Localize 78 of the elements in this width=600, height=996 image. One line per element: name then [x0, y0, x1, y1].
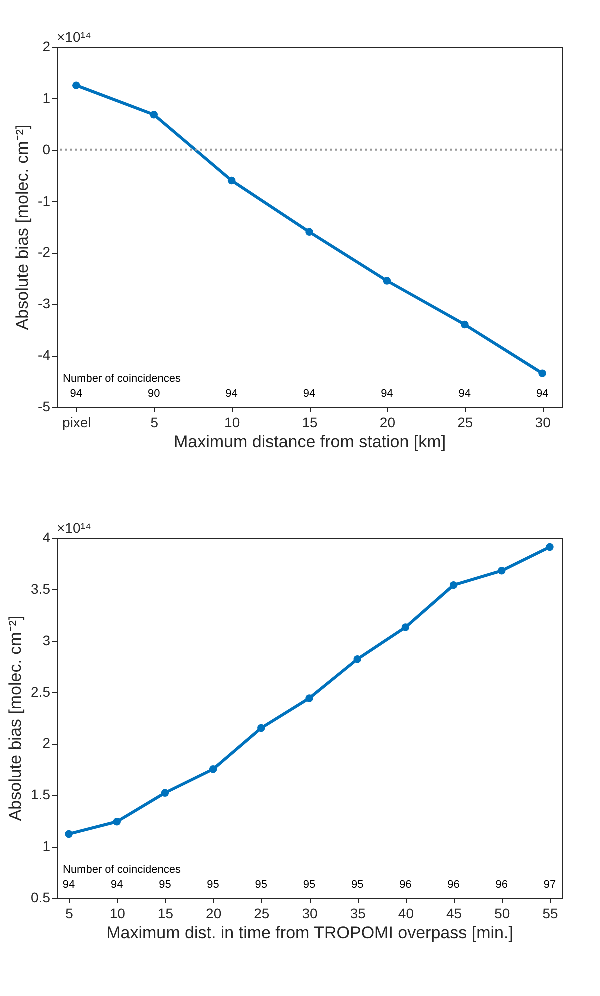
y-tick-label: -4 [38, 347, 51, 364]
x-tick-label: 25 [458, 414, 474, 430]
x-axis-title: Maximum dist. in time from TROPOMI overpass [min.] [106, 924, 514, 942]
point [306, 694, 314, 702]
text: ×10¹⁴ [57, 520, 92, 536]
x-tick-label: 55 [542, 906, 558, 922]
y-tick-label: 2 [42, 38, 51, 54]
y-tick-label: 2.5 [31, 684, 51, 700]
annotation: 94 [70, 388, 83, 400]
annotation: 95 [351, 879, 364, 891]
point [228, 176, 236, 185]
x-tick-label: 20 [380, 414, 396, 430]
y-tick-label: 1.5 [31, 786, 51, 803]
annotation: 95 [159, 879, 172, 891]
x-tick-label: 20 [206, 906, 222, 922]
point [461, 320, 469, 329]
annotation: 96 [448, 879, 460, 891]
y-tick-label: 1 [42, 90, 51, 106]
annotation: 94 [226, 388, 238, 400]
annotation: 96 [400, 879, 412, 891]
y-tick-label: 0 [42, 141, 51, 158]
point [209, 766, 218, 774]
x-tick-label: 50 [494, 906, 510, 922]
x-tick-label: 5 [150, 414, 159, 430]
point [498, 567, 506, 575]
x-tick-label: 30 [535, 414, 552, 430]
x-tick-label: 10 [110, 906, 126, 922]
annotation: 94 [458, 388, 472, 400]
y-axis-title: Absolute bias [molec. cm⁻²] [6, 616, 26, 822]
annotation: 97 [544, 879, 556, 891]
y-tick-label: 1 [42, 838, 51, 854]
x-tick-label: 35 [350, 906, 366, 922]
x-tick-label: 40 [398, 906, 414, 922]
annotation: 94 [110, 879, 124, 891]
point [450, 581, 458, 590]
x-tick-label: 30 [302, 906, 318, 922]
annotation: Number of coincidences [63, 373, 182, 385]
point [258, 724, 266, 732]
point [72, 82, 80, 90]
annotation: 94 [303, 388, 316, 400]
y-tick-label: -5 [38, 398, 51, 414]
point [546, 543, 554, 552]
x-tick-label: 15 [302, 414, 318, 430]
point [150, 111, 158, 119]
text: ×10¹⁴ [57, 29, 92, 45]
point [161, 789, 170, 797]
x-tick-label: 15 [158, 906, 174, 922]
y-tick-label: 3.5 [31, 580, 51, 597]
annotation: 90 [148, 388, 160, 400]
x-tick-label: pixel [62, 414, 92, 430]
x-tick-label: 10 [224, 414, 240, 430]
point [402, 624, 410, 632]
annotation: 95 [303, 879, 316, 891]
y-tick-label: -3 [38, 296, 51, 312]
annotation: Number of coincidences [63, 864, 182, 876]
point [306, 228, 314, 236]
y-tick-label: -1 [38, 192, 51, 209]
y-tick-label: 3 [42, 632, 51, 648]
annotation: 96 [496, 879, 508, 891]
annotation: 95 [255, 879, 268, 891]
x-tick-label: 5 [66, 906, 74, 922]
y-tick-label: 0.5 [31, 890, 51, 906]
point [113, 818, 121, 826]
point [354, 656, 362, 664]
point [538, 370, 546, 378]
y-tick-label: -2 [38, 244, 51, 260]
annotation: 94 [62, 879, 76, 891]
y-tick-label: 4 [42, 530, 51, 546]
annotation: 94 [536, 388, 549, 400]
annotation: 94 [381, 388, 394, 400]
x-axis-title: Maximum distance from station [km] [174, 432, 446, 452]
annotation: 95 [207, 879, 220, 891]
y-axis-title: Absolute bias [molec. cm⁻²] [13, 124, 32, 330]
x-tick-label: 45 [446, 906, 462, 922]
point [383, 277, 392, 285]
point [65, 830, 73, 838]
y-tick-label: 2 [42, 735, 51, 752]
x-tick-label: 25 [254, 906, 270, 922]
